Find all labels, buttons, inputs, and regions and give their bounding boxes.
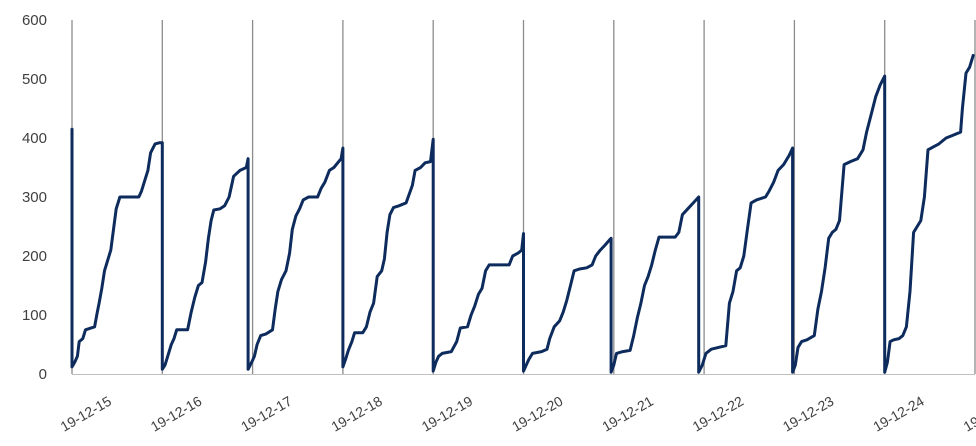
x-tick-label: 19-12-15 bbox=[58, 393, 115, 435]
y-axis-tick-labels: 0 100 200 300 400 500 600 bbox=[22, 12, 47, 383]
y-tick-label: 200 bbox=[22, 248, 47, 265]
y-tick-label: 400 bbox=[22, 130, 47, 147]
x-tick-label: 19-12-22 bbox=[690, 393, 747, 435]
x-tick-label: 19-12-21 bbox=[599, 393, 656, 435]
x-tick-label: 19-12-24 bbox=[870, 393, 927, 435]
y-tick-label: 500 bbox=[22, 71, 47, 88]
y-tick-label: 300 bbox=[22, 189, 47, 206]
x-tick-label: 19-12-23 bbox=[780, 393, 837, 435]
x-tick-label: 19-12-25 bbox=[961, 393, 976, 435]
x-axis-tick-labels: 19-12-15 19-12-16 19-12-17 19-12-18 19-12-19… bbox=[58, 393, 976, 435]
x-tick-label: 19-12-20 bbox=[509, 393, 566, 435]
x-tick-label: 19-12-18 bbox=[328, 393, 385, 435]
y-tick-label: 600 bbox=[22, 12, 47, 29]
x-tick-label: 19-12-16 bbox=[148, 393, 205, 435]
y-tick-label: 100 bbox=[22, 307, 47, 324]
x-tick-label: 19-12-19 bbox=[419, 393, 476, 435]
y-tick-label: 0 bbox=[39, 366, 47, 383]
series-line bbox=[70, 53, 975, 374]
x-tick-label: 19-12-17 bbox=[238, 393, 295, 435]
